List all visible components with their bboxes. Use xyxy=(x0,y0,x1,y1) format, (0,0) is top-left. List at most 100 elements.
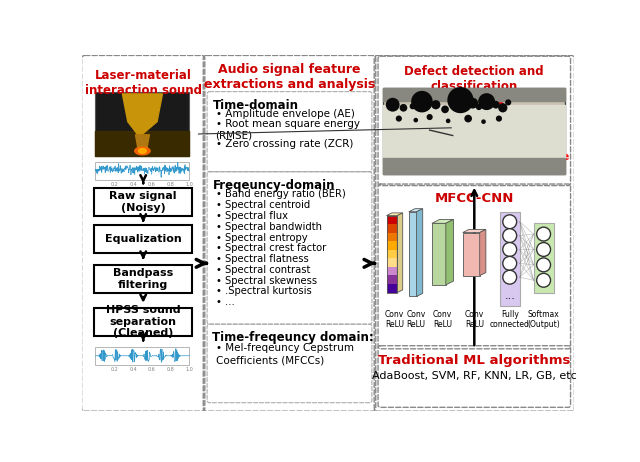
Circle shape xyxy=(467,98,478,109)
Text: 0.2: 0.2 xyxy=(110,182,118,187)
Polygon shape xyxy=(397,213,403,292)
Text: • Root mean square energy
(RMSE): • Root mean square energy (RMSE) xyxy=(216,119,360,141)
Circle shape xyxy=(464,115,472,122)
FancyBboxPatch shape xyxy=(534,223,554,292)
FancyBboxPatch shape xyxy=(383,88,565,174)
Circle shape xyxy=(498,103,508,112)
Text: Bandpass
filtering: Bandpass filtering xyxy=(113,268,173,290)
Circle shape xyxy=(410,103,416,109)
Circle shape xyxy=(396,116,402,122)
Circle shape xyxy=(537,274,550,287)
Circle shape xyxy=(427,114,433,120)
Circle shape xyxy=(476,104,482,110)
Text: Audio signal feature
extractions and analysis: Audio signal feature extractions and ana… xyxy=(204,63,375,91)
Text: • Spectral flux: • Spectral flux xyxy=(216,211,287,221)
Circle shape xyxy=(503,270,516,284)
Polygon shape xyxy=(387,258,397,267)
FancyBboxPatch shape xyxy=(94,308,193,336)
Text: AdaBoost, SVM, RF, KNN, LR, GB, etc: AdaBoost, SVM, RF, KNN, LR, GB, etc xyxy=(372,371,577,381)
FancyBboxPatch shape xyxy=(500,212,520,306)
Text: Traditional ML algorithms: Traditional ML algorithms xyxy=(378,354,570,367)
Text: Time-domain: Time-domain xyxy=(212,98,298,111)
Text: 1.0: 1.0 xyxy=(186,366,193,371)
Circle shape xyxy=(399,104,407,112)
Polygon shape xyxy=(387,267,397,275)
Polygon shape xyxy=(463,230,486,232)
Circle shape xyxy=(478,93,495,110)
Text: • Spectral entropy: • Spectral entropy xyxy=(216,232,307,243)
Text: Defect-free: Defect-free xyxy=(507,152,569,162)
Text: 0.2: 0.2 xyxy=(110,366,118,371)
Text: • Spectral contrast: • Spectral contrast xyxy=(216,265,310,275)
Circle shape xyxy=(503,256,516,270)
FancyBboxPatch shape xyxy=(94,265,193,292)
Polygon shape xyxy=(136,135,149,148)
Polygon shape xyxy=(387,284,397,292)
Circle shape xyxy=(537,227,550,241)
Ellipse shape xyxy=(139,149,147,153)
Text: Conv
ReLU: Conv ReLU xyxy=(385,310,404,329)
Text: Fully
connected: Fully connected xyxy=(490,310,530,329)
Polygon shape xyxy=(387,275,397,284)
Circle shape xyxy=(447,87,474,113)
Text: 0.8: 0.8 xyxy=(167,366,175,371)
Circle shape xyxy=(537,243,550,256)
Circle shape xyxy=(411,91,433,112)
Polygon shape xyxy=(122,94,163,135)
Circle shape xyxy=(481,119,486,124)
Text: Equalization: Equalization xyxy=(105,234,182,243)
Text: Laser-material
interaction sound: Laser-material interaction sound xyxy=(84,69,202,97)
Circle shape xyxy=(413,118,418,122)
Ellipse shape xyxy=(135,147,150,155)
Text: Time-freqeuncy domain:: Time-freqeuncy domain: xyxy=(212,331,374,344)
Circle shape xyxy=(451,100,458,106)
Text: 0.6: 0.6 xyxy=(148,182,156,187)
Polygon shape xyxy=(387,241,397,250)
Text: 0.8: 0.8 xyxy=(167,182,175,187)
Text: 1.0: 1.0 xyxy=(186,182,193,187)
Polygon shape xyxy=(409,212,417,297)
Text: 0.6: 0.6 xyxy=(148,366,156,371)
Text: • Spectral crest factor: • Spectral crest factor xyxy=(216,243,326,253)
Text: 0.4: 0.4 xyxy=(129,366,137,371)
Text: Conv
ReLU: Conv ReLU xyxy=(465,310,484,329)
Circle shape xyxy=(503,229,516,243)
Text: • Spectral flatness: • Spectral flatness xyxy=(216,254,308,264)
Circle shape xyxy=(537,258,550,272)
Text: • ...: • ... xyxy=(216,297,234,307)
Circle shape xyxy=(503,215,516,229)
Text: 0.4: 0.4 xyxy=(129,182,137,187)
Polygon shape xyxy=(387,216,397,224)
Polygon shape xyxy=(409,209,422,212)
Text: • Mel-freqeuncy Cepstrum
Coefficients (MFCCs): • Mel-freqeuncy Cepstrum Coefficients (M… xyxy=(216,343,353,365)
Text: Cracks: Cracks xyxy=(507,126,543,136)
Text: • .Spectral kurtosis: • .Spectral kurtosis xyxy=(216,286,311,297)
Polygon shape xyxy=(432,223,446,285)
Text: Defect detection and
classification: Defect detection and classification xyxy=(404,65,544,93)
Text: keyhole
pores: keyhole pores xyxy=(507,92,550,114)
FancyBboxPatch shape xyxy=(94,225,193,253)
Polygon shape xyxy=(387,224,397,233)
Circle shape xyxy=(386,98,399,112)
Text: • Spectral centroid: • Spectral centroid xyxy=(216,200,310,210)
Text: Conv
ReLU: Conv ReLU xyxy=(406,310,426,329)
Circle shape xyxy=(431,100,440,109)
Polygon shape xyxy=(463,232,480,276)
Polygon shape xyxy=(446,219,454,285)
Circle shape xyxy=(492,101,500,109)
Text: • Band energy ratio (BER): • Band energy ratio (BER) xyxy=(216,189,346,200)
Polygon shape xyxy=(387,233,397,241)
Text: HPSS sound
separation
(Cleaned): HPSS sound separation (Cleaned) xyxy=(106,305,180,339)
FancyBboxPatch shape xyxy=(95,162,189,180)
Text: ...: ... xyxy=(504,291,515,301)
Circle shape xyxy=(503,243,516,256)
Circle shape xyxy=(446,119,451,123)
Text: • Spectral bandwidth: • Spectral bandwidth xyxy=(216,222,321,232)
Polygon shape xyxy=(480,230,486,276)
Text: • Amplitude envelope (AE): • Amplitude envelope (AE) xyxy=(216,109,355,119)
Text: MFCC-CNN: MFCC-CNN xyxy=(435,193,514,206)
Text: • Spectral skewness: • Spectral skewness xyxy=(216,276,317,286)
FancyBboxPatch shape xyxy=(95,92,189,156)
FancyBboxPatch shape xyxy=(94,188,193,216)
Text: Freqeuncy-domain: Freqeuncy-domain xyxy=(212,179,335,192)
